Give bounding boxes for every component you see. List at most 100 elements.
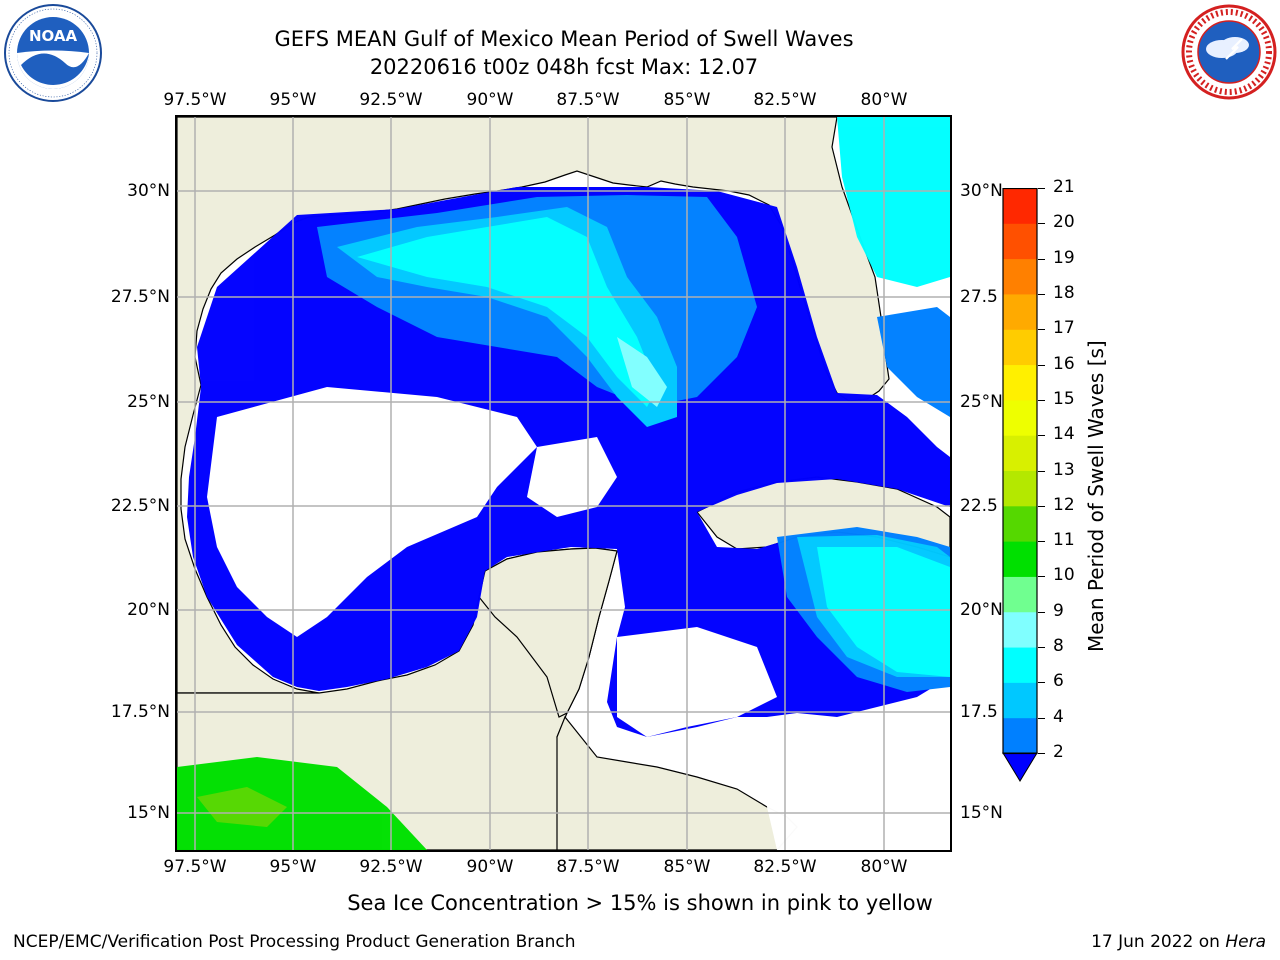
colorbar-extend-min <box>1002 752 1038 782</box>
lon-label: 85°W <box>663 857 711 877</box>
no-data-south <box>617 627 777 737</box>
colorbar-segment <box>1003 576 1037 613</box>
colorbar-tick-mark <box>1038 717 1045 719</box>
colorbar-tick-label: 14 <box>1053 424 1075 445</box>
colorbar-tick-label: 9 <box>1053 600 1064 621</box>
colorbar <box>1002 187 1038 783</box>
colorbar-tick-label: 8 <box>1053 636 1064 657</box>
colorbar-segment <box>1003 258 1037 295</box>
chart-title: GEFS MEAN Gulf of Mexico Mean Period of … <box>274 27 854 51</box>
noaa-center-text: NOAA <box>29 27 78 45</box>
colorbar-outline <box>1002 187 1038 755</box>
colorbar-tick-label: 11 <box>1053 530 1075 551</box>
map-panel <box>175 115 952 852</box>
lat-label: 27.5 <box>960 287 998 307</box>
colorbar-tick-mark <box>1038 505 1045 507</box>
colorbar-tick-label: 18 <box>1053 282 1075 303</box>
nws-logo <box>1180 3 1278 101</box>
colorbar-title: Mean Period of Swell Waves [s] <box>1084 340 1108 652</box>
colorbar-graphic <box>1002 187 1038 782</box>
lon-label: 85°W <box>663 90 711 110</box>
lat-label: 30°N <box>960 181 1003 201</box>
colorbar-tick-mark <box>1038 541 1045 543</box>
colorbar-tick-label: 19 <box>1053 247 1075 268</box>
colorbar-tick-label: 10 <box>1053 565 1075 586</box>
swell-period-map <box>177 117 950 850</box>
sea-ice-note: Sea Ice Concentration > 15% is shown in … <box>347 891 933 915</box>
lat-label: 20°N <box>127 600 170 620</box>
colorbar-tick-label: 6 <box>1053 671 1064 692</box>
lat-label: 15°N <box>127 803 170 823</box>
colorbar-tick-mark <box>1038 399 1045 401</box>
lon-label: 87.5°W <box>556 857 620 877</box>
footer-date-text: 17 Jun 2022 on <box>1091 932 1226 952</box>
lat-label: 25°N <box>127 392 170 412</box>
colorbar-tick-label: 15 <box>1053 388 1075 409</box>
colorbar-segment <box>1003 611 1037 648</box>
lon-label: 82.5°W <box>753 857 817 877</box>
contour-8-9-fl <box>837 117 950 287</box>
lat-label: 22.5°N <box>110 496 170 516</box>
colorbar-tick-label: 16 <box>1053 353 1075 374</box>
colorbar-tick-mark <box>1038 470 1045 472</box>
colorbar-segment <box>1003 647 1037 683</box>
graticule <box>177 117 950 850</box>
lat-label: 30°N <box>127 181 170 201</box>
lon-label: 92.5°W <box>359 857 423 877</box>
colorbar-tick-mark <box>1038 647 1045 649</box>
lon-label: 82.5°W <box>753 90 817 110</box>
footer-credit: NCEP/EMC/Verification Post Processing Pr… <box>13 932 576 952</box>
lon-label: 90°W <box>466 857 514 877</box>
colorbar-segment <box>1003 329 1037 366</box>
colorbar-tick-mark <box>1038 682 1045 684</box>
lat-label: 22.5 <box>960 496 998 516</box>
colorbar-tick-label: 21 <box>1053 177 1075 197</box>
colorbar-segment <box>1003 435 1037 471</box>
lat-label: 27.5°N <box>110 287 170 307</box>
colorbar-tick-mark <box>1038 258 1045 260</box>
lon-label: 97.5°W <box>163 857 227 877</box>
lon-label: 90°W <box>466 90 514 110</box>
lat-label: 15°N <box>960 803 1003 823</box>
no-data-caribbean <box>767 737 950 850</box>
contour-4-6-fl <box>877 307 950 417</box>
lon-label: 87.5°W <box>556 90 620 110</box>
colorbar-tick-label: 13 <box>1053 459 1075 480</box>
contour-11-12 <box>197 787 287 827</box>
lon-label: 95°W <box>269 90 317 110</box>
contour-10-11 <box>177 757 427 850</box>
colorbar-tick-label: 17 <box>1053 318 1075 339</box>
colorbar-tick-label: 12 <box>1053 494 1075 515</box>
colorbar-tick-label: 4 <box>1053 706 1064 727</box>
no-data-mid <box>527 437 617 517</box>
colorbar-tick-label: 2 <box>1053 742 1064 762</box>
no-data-west <box>207 387 537 637</box>
colorbar-segment <box>1003 399 1037 436</box>
colorbar-tick-mark <box>1038 329 1045 331</box>
chart-subtitle: 20220616 t00z 048h fcst Max: 12.07 <box>369 55 759 79</box>
footer-host: Hera <box>1225 932 1266 952</box>
colorbar-tick-mark <box>1038 576 1045 578</box>
colorbar-tick-label: 20 <box>1053 212 1075 233</box>
colorbar-tick-mark <box>1038 611 1045 613</box>
lat-label: 17.5°N <box>110 702 170 722</box>
colorbar-tick-mark <box>1038 435 1045 437</box>
colorbar-segment <box>1003 223 1037 260</box>
colorbar-segment <box>1003 188 1037 224</box>
colorbar-segment <box>1003 717 1037 754</box>
contour-9-10 <box>617 337 667 407</box>
contour-8-9 <box>357 217 657 407</box>
swell-field <box>177 117 950 850</box>
colorbar-segment <box>1003 682 1037 719</box>
lon-label: 80°W <box>860 857 908 877</box>
colorbar-tick-mark <box>1038 223 1045 225</box>
land-yucatan <box>478 547 618 718</box>
colorbar-tick-mark <box>1038 364 1045 366</box>
lon-label: 92.5°W <box>359 90 423 110</box>
lon-label: 80°W <box>860 90 908 110</box>
lat-label: 17.5 <box>960 702 998 722</box>
colorbar-segment <box>1003 470 1037 507</box>
lat-label: 25°N <box>960 392 1003 412</box>
lon-label: 97.5°W <box>163 90 227 110</box>
colorbar-tick-mark <box>1038 293 1045 295</box>
